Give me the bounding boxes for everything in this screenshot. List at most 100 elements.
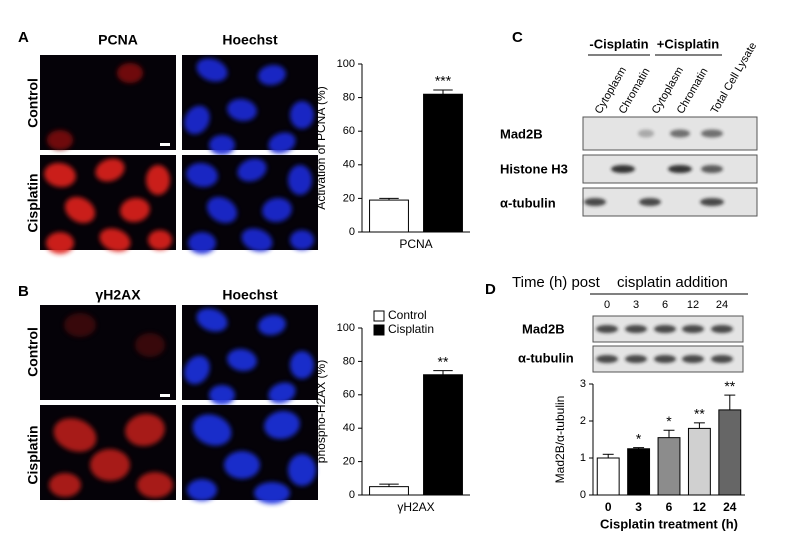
blot bbox=[582, 154, 758, 184]
scale-bar bbox=[160, 143, 170, 146]
bar bbox=[369, 199, 409, 233]
time-label: 0 bbox=[604, 299, 610, 311]
y-tick-label: 80 bbox=[343, 92, 355, 104]
group-label: -Cisplatin bbox=[589, 36, 648, 51]
row-label: Cisplatin bbox=[25, 173, 41, 232]
band bbox=[584, 198, 606, 206]
column-header: PCNA bbox=[98, 32, 138, 48]
nucleus bbox=[117, 63, 143, 83]
nucleus bbox=[264, 410, 300, 440]
x-tick-label: 12 bbox=[693, 500, 707, 514]
nucleus bbox=[64, 313, 96, 337]
band bbox=[596, 355, 618, 363]
nucleus bbox=[120, 197, 150, 223]
band bbox=[596, 325, 618, 333]
nucleus bbox=[187, 479, 217, 501]
nucleus bbox=[53, 418, 97, 452]
micrograph bbox=[182, 305, 318, 405]
time-header: Time (h) post bbox=[512, 274, 601, 291]
nucleus bbox=[288, 165, 312, 195]
band bbox=[700, 198, 724, 206]
time-label: 3 bbox=[633, 299, 639, 311]
band bbox=[668, 165, 692, 173]
micrograph bbox=[40, 405, 176, 500]
blot-label: Histone H3 bbox=[500, 161, 568, 176]
band bbox=[682, 325, 704, 333]
y-tick-label: 0 bbox=[580, 489, 586, 501]
row-label: Control bbox=[25, 327, 41, 377]
legend-label: Cisplatin bbox=[388, 322, 434, 336]
bar bbox=[596, 457, 620, 496]
band bbox=[682, 355, 704, 363]
time-header: cisplatin addition bbox=[617, 274, 728, 291]
blot-label: Mad2B bbox=[522, 321, 565, 336]
bar bbox=[687, 427, 711, 496]
legend-label: Control bbox=[388, 308, 427, 322]
nucleus bbox=[241, 228, 273, 252]
nucleus bbox=[125, 413, 165, 447]
nucleus bbox=[224, 451, 260, 479]
bar bbox=[423, 374, 463, 496]
nucleus bbox=[137, 472, 173, 498]
nucleus bbox=[196, 58, 228, 82]
bar bbox=[627, 448, 651, 496]
nucleus bbox=[254, 482, 290, 504]
significance: *** bbox=[435, 73, 452, 89]
panel-label: C bbox=[512, 29, 523, 46]
nucleus bbox=[209, 385, 235, 405]
error-bar bbox=[663, 429, 675, 438]
micrograph bbox=[182, 55, 318, 155]
group-label: +Cisplatin bbox=[657, 36, 720, 51]
band bbox=[638, 129, 654, 138]
y-axis-title: Activation of PCNA (%) bbox=[314, 86, 328, 209]
nucleus bbox=[268, 382, 296, 404]
nucleus bbox=[184, 355, 210, 385]
micrograph bbox=[40, 55, 176, 150]
nucleus bbox=[148, 230, 172, 250]
band bbox=[625, 325, 647, 333]
band bbox=[625, 355, 647, 363]
nucleus bbox=[290, 101, 314, 129]
y-tick-label: 80 bbox=[343, 355, 355, 367]
band bbox=[711, 355, 733, 363]
nucleus bbox=[64, 196, 96, 224]
y-tick-label: 0 bbox=[349, 489, 355, 501]
micrograph bbox=[40, 155, 176, 254]
significance: ** bbox=[724, 378, 735, 394]
time-label: 24 bbox=[716, 299, 728, 311]
time-label: 6 bbox=[662, 299, 668, 311]
nucleus bbox=[186, 162, 218, 188]
bar bbox=[657, 437, 681, 496]
nucleus bbox=[90, 449, 130, 481]
y-axis-title: phospho-H2AX (%) bbox=[314, 360, 328, 463]
significance: * bbox=[636, 430, 642, 446]
nucleus bbox=[258, 314, 286, 336]
column-header: Hoechst bbox=[222, 287, 278, 303]
y-tick-label: 60 bbox=[343, 125, 355, 137]
nucleus bbox=[47, 130, 73, 150]
micrograph bbox=[182, 405, 318, 504]
y-tick-label: 60 bbox=[343, 389, 355, 401]
nucleus bbox=[196, 308, 228, 332]
significance: ** bbox=[694, 406, 705, 422]
bar bbox=[423, 93, 463, 233]
error-bar bbox=[379, 483, 399, 487]
error-bar bbox=[633, 447, 645, 449]
scale-bar bbox=[160, 394, 170, 397]
x-tick-label: PCNA bbox=[399, 237, 432, 251]
nucleus bbox=[258, 64, 286, 86]
nucleus bbox=[209, 135, 235, 155]
y-tick-label: 0 bbox=[349, 226, 355, 238]
blot bbox=[582, 187, 758, 217]
nucleus bbox=[237, 158, 267, 182]
y-tick-label: 100 bbox=[337, 58, 355, 70]
y-axis-title: Mad2B/α-tubulin bbox=[553, 396, 567, 484]
band bbox=[701, 129, 723, 138]
nucleus bbox=[44, 162, 76, 188]
micrograph bbox=[182, 155, 318, 254]
micrograph bbox=[40, 305, 176, 400]
x-tick-label: 24 bbox=[723, 500, 737, 514]
nucleus bbox=[262, 197, 292, 223]
